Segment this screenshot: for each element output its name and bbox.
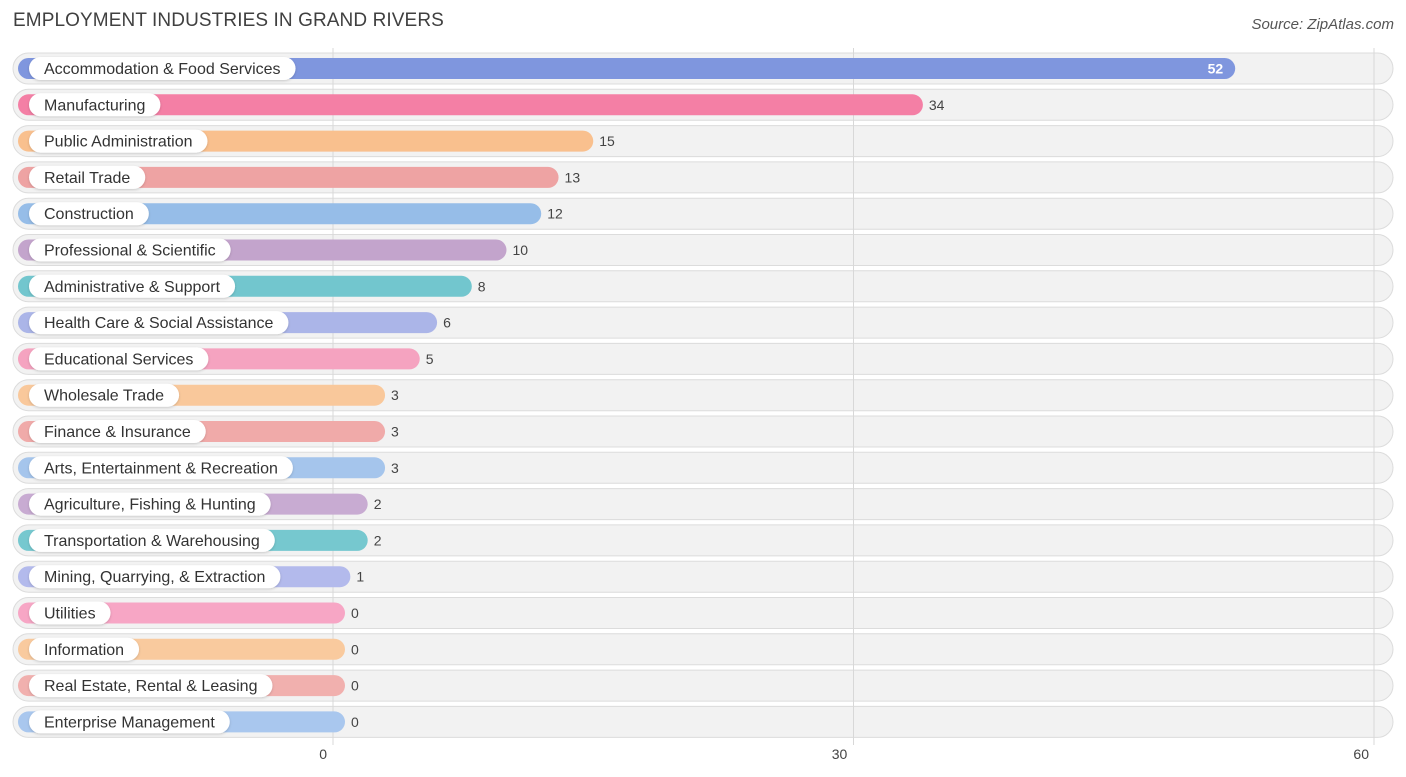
label-pill [29,601,111,625]
category-label: Professional & Scientific [44,243,216,260]
category-label: Finance & Insurance [44,424,191,441]
value-label: 52 [1208,61,1224,77]
category-label: Wholesale Trade [44,388,164,405]
x-tick-label: 0 [319,746,327,762]
value-label: 3 [391,387,399,403]
label-pill [29,238,231,262]
value-label: 2 [374,532,382,548]
value-label: 5 [426,351,434,367]
category-label: Public Administration [44,134,193,151]
label-pill [29,637,140,661]
label-pill [29,165,146,189]
category-label: Enterprise Management [44,714,215,731]
label-pill [29,420,206,443]
label-pill [29,674,273,698]
value-label: 0 [351,605,359,621]
value-label: 1 [356,569,364,585]
bar [18,58,1236,79]
value-label: 34 [929,97,945,113]
value-label: 13 [565,169,581,185]
label-pill [29,492,271,516]
category-label: Health Care & Social Assistance [44,315,274,332]
label-pill [29,129,208,153]
category-label: Educational Services [44,351,193,368]
label-pill [29,202,149,226]
category-label: Mining, Quarrying, & Extraction [44,569,265,586]
category-label: Construction [44,206,134,223]
bar [18,94,923,116]
value-label: 15 [599,133,615,149]
chart-title: EMPLOYMENT INDUSTRIES IN GRAND RIVERS [13,10,444,31]
label-pill [29,456,293,480]
category-label: Utilities [44,606,96,623]
category-label: Arts, Entertainment & Recreation [44,460,278,477]
value-label: 10 [513,242,529,258]
bar [18,203,542,225]
value-label: 0 [351,714,359,730]
value-label: 0 [351,641,359,657]
value-label: 2 [374,496,382,512]
category-label: Transportation & Warehousing [44,533,260,550]
label-pill [29,710,230,734]
category-label: Accommodation & Food Services [44,61,281,78]
label-pill [29,93,161,117]
value-label: 6 [443,315,451,331]
category-label: Retail Trade [44,170,130,187]
label-pill [29,347,209,371]
category-label: Real Estate, Rental & Leasing [44,678,257,695]
row-background [12,705,1394,738]
value-label: 3 [391,424,399,440]
category-label: Information [44,642,124,659]
bar [18,166,559,188]
row-background [12,597,1394,629]
value-label: 3 [391,460,399,476]
row-background [12,560,1394,593]
row-background [12,633,1394,666]
value-label: 8 [478,278,486,294]
label-pill [29,274,236,298]
label-pill [29,565,281,589]
category-label: Administrative & Support [44,279,221,296]
x-tick-label: 60 [1353,746,1369,762]
label-pill [29,57,296,80]
category-label: Manufacturing [44,97,145,114]
x-tick-label: 30 [832,746,848,762]
value-label: 0 [351,678,359,694]
label-pill [29,311,289,335]
label-pill [29,383,180,407]
source-note: Source: ZipAtlas.com [1251,16,1394,33]
value-label: 12 [547,206,563,222]
category-label: Agriculture, Fishing & Hunting [44,497,256,514]
row-background [12,669,1394,702]
label-pill [29,528,275,552]
